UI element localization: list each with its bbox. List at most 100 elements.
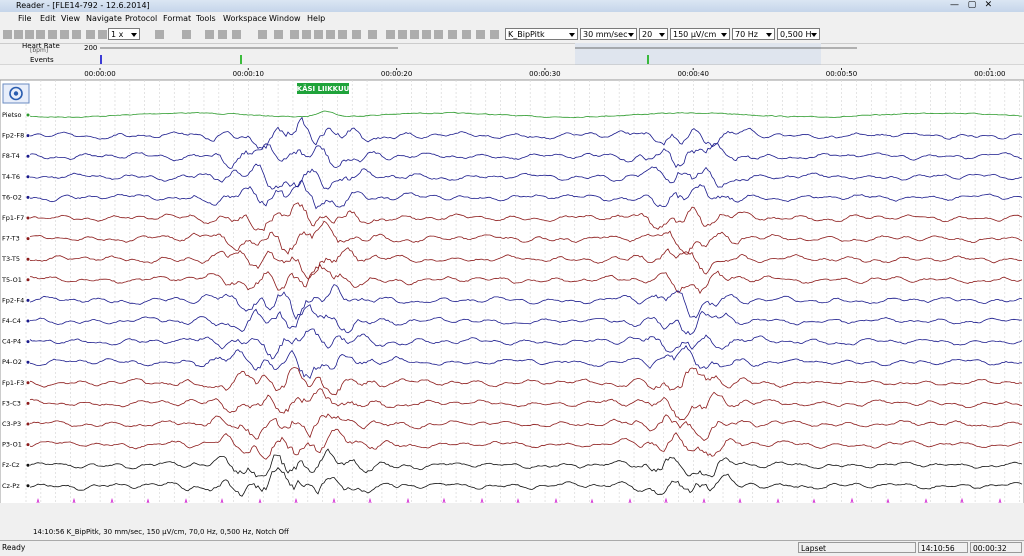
toolbar-icon[interactable] — [155, 30, 164, 39]
high-filter-select[interactable]: 70 Hz — [732, 28, 775, 40]
toolbar-icon[interactable] — [326, 30, 335, 39]
menu-item[interactable]: Format — [163, 14, 192, 23]
menu-item[interactable]: Tools — [196, 14, 216, 23]
toolbar-icon[interactable] — [302, 30, 311, 39]
channel-marker — [26, 401, 30, 405]
toolbar-icon[interactable] — [368, 30, 377, 39]
info-line: 14:10:56 K_BipPitk, 30 mm/sec, 150 µV/cm… — [33, 528, 289, 536]
channel-marker — [26, 278, 30, 282]
channel-label: EKG — [2, 502, 15, 503]
channel-label: Pietso — [2, 111, 22, 119]
view-button-icon — [9, 86, 23, 101]
channel-label: T5-O1 — [1, 276, 22, 284]
menu-item[interactable]: Help — [307, 14, 326, 23]
zoom-select[interactable]: 1 x — [108, 28, 140, 40]
low-filter-select[interactable]: 0,500 H — [777, 28, 820, 40]
toolbar-icon[interactable] — [462, 30, 471, 39]
toolbar-icon[interactable] — [386, 30, 395, 39]
eeg-trace — [29, 428, 1023, 460]
time-label: 00:01:00 — [974, 70, 1005, 78]
time-label: 00:00:20 — [381, 70, 412, 78]
speed-select[interactable]: 30 mm/sec — [580, 28, 637, 40]
eeg-trace — [29, 202, 1023, 232]
status-bar: Ready Lapset 14:10:56 00:00:32 — [0, 540, 1024, 556]
channel-label: Cz-Pz — [2, 482, 20, 490]
toolbar-icon[interactable] — [25, 30, 34, 39]
channel-label: F8-T4 — [2, 152, 20, 160]
montage-select[interactable]: K_BipPitk — [505, 28, 578, 40]
menu-item[interactable]: Window — [269, 14, 301, 23]
toolbar-icon[interactable] — [434, 30, 443, 39]
channel-label: C4-P4 — [2, 338, 21, 346]
channel-marker — [26, 443, 30, 447]
toolbar-icon[interactable] — [422, 30, 431, 39]
toolbar-icon[interactable] — [14, 30, 23, 39]
menu-item[interactable]: Navigate — [86, 14, 122, 23]
status-text: Ready — [2, 543, 26, 552]
channel-marker — [26, 134, 30, 138]
toolbar-icon[interactable] — [218, 30, 227, 39]
menu-item[interactable]: Edit — [40, 14, 56, 23]
menu-item[interactable]: Protocol — [125, 14, 158, 23]
clock: 14:10:56 — [918, 542, 968, 553]
time-label: 00:00:30 — [529, 70, 560, 78]
view-button-icon — [13, 91, 19, 96]
patient-group: Lapset — [798, 542, 916, 553]
annotation-box — [297, 83, 349, 94]
eeg-trace — [29, 388, 1023, 421]
events-label: Events — [30, 56, 54, 64]
channels-select[interactable]: 20 — [639, 28, 668, 40]
eeg-trace — [29, 413, 1022, 441]
heart-rate-label: Heart Rate — [22, 43, 60, 50]
toolbar-icon[interactable] — [86, 30, 95, 39]
toolbar-icon[interactable] — [338, 30, 347, 39]
eeg-trace — [29, 328, 1023, 360]
channel-label: Fp2-F8 — [2, 132, 24, 140]
toolbar-icon[interactable] — [232, 30, 241, 39]
toolbar-icon[interactable] — [72, 30, 81, 39]
toolbar-icon[interactable] — [98, 30, 107, 39]
channel-label: F3-C3 — [2, 399, 21, 407]
channel-label: T4-T6 — [1, 173, 20, 181]
channel-label: F7-T3 — [2, 235, 20, 243]
eeg-trace — [29, 143, 1023, 169]
window-controls[interactable]: — ▢ ✕ — [950, 0, 993, 10]
menu-item[interactable]: Workspace — [223, 14, 267, 23]
eeg-trace — [29, 247, 1023, 280]
toolbar-icon[interactable] — [314, 30, 323, 39]
eeg-trace — [29, 284, 1023, 321]
eeg-trace — [29, 466, 1023, 497]
toolbar-icon[interactable] — [490, 30, 499, 39]
menu-item[interactable]: File — [18, 14, 32, 23]
channel-marker — [26, 298, 30, 302]
eeg-trace — [29, 345, 1022, 380]
channel-marker — [26, 195, 30, 199]
channel-marker — [26, 113, 30, 117]
toolbar-icon[interactable] — [274, 30, 283, 39]
toolbar-icon[interactable] — [448, 30, 457, 39]
toolbar-icon[interactable] — [398, 30, 407, 39]
time-label: 00:00:00 — [84, 70, 115, 78]
toolbar-icon[interactable] — [258, 30, 267, 39]
toolbar-icon[interactable] — [352, 30, 361, 39]
toolbar-icon[interactable] — [36, 30, 45, 39]
toolbar-icon[interactable] — [410, 30, 419, 39]
channel-marker — [26, 216, 30, 220]
eeg-trace — [30, 179, 1023, 210]
sensitivity-select[interactable]: 150 µV/cm — [670, 28, 730, 40]
toolbar-icon[interactable] — [290, 30, 299, 39]
channel-marker — [26, 484, 30, 488]
channel-label: T3-T5 — [1, 255, 20, 263]
toolbar-icon[interactable] — [3, 30, 12, 39]
heart-rate-value: 200 — [84, 44, 97, 52]
toolbar-icon[interactable] — [476, 30, 485, 39]
toolbar-icon[interactable] — [60, 30, 69, 39]
toolbar-icon[interactable] — [48, 30, 57, 39]
toolbar-icon[interactable] — [182, 30, 191, 39]
toolbar-icon[interactable] — [205, 30, 214, 39]
channel-label: Fp1-F3 — [2, 379, 24, 387]
menu-item[interactable]: View — [61, 14, 80, 23]
eeg-trace — [29, 448, 1023, 478]
channel-label: Fz-Cz — [2, 461, 20, 469]
